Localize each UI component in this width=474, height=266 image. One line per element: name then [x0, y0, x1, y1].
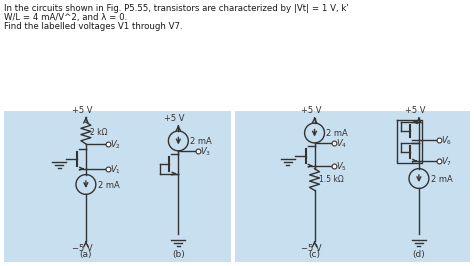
Text: Find the labelled voltages V1 through V7.: Find the labelled voltages V1 through V7… [4, 22, 183, 31]
Text: $V_2$: $V_2$ [110, 139, 121, 151]
Text: W/L = 4 mA/V^2, and λ = 0.: W/L = 4 mA/V^2, and λ = 0. [4, 13, 128, 22]
Text: (c): (c) [309, 250, 320, 259]
Text: 2 mA: 2 mA [431, 175, 453, 184]
Text: +5 V: +5 V [301, 106, 321, 115]
Text: +5 V: +5 V [405, 106, 426, 115]
Text: (d): (d) [412, 250, 425, 259]
Text: −5 V: −5 V [301, 244, 321, 253]
Text: (a): (a) [80, 250, 92, 259]
Text: $V_1$: $V_1$ [110, 163, 120, 176]
Bar [235, 111, 470, 262]
Text: 1.5 kΩ: 1.5 kΩ [319, 175, 343, 184]
Text: −5 V: −5 V [72, 244, 92, 253]
Text: $V_4$: $V_4$ [337, 138, 347, 150]
Text: In the circuits shown in Fig. P5.55, transistors are characterized by |Vt| = 1 V: In the circuits shown in Fig. P5.55, tra… [4, 4, 349, 13]
Text: $V_3$: $V_3$ [200, 146, 211, 158]
Text: (b): (b) [172, 250, 185, 259]
Text: 2 mA: 2 mA [190, 138, 212, 146]
Text: +5 V: +5 V [164, 114, 185, 123]
Text: 2 mA: 2 mA [327, 130, 348, 139]
Text: 2 kΩ: 2 kΩ [90, 128, 108, 138]
Text: $V_6$: $V_6$ [441, 135, 452, 147]
Bar [4, 111, 231, 262]
Text: +5 V: +5 V [72, 106, 92, 115]
Text: $V_7$: $V_7$ [441, 155, 452, 168]
Text: 2 mA: 2 mA [98, 181, 119, 190]
Text: $V_5$: $V_5$ [337, 160, 347, 173]
